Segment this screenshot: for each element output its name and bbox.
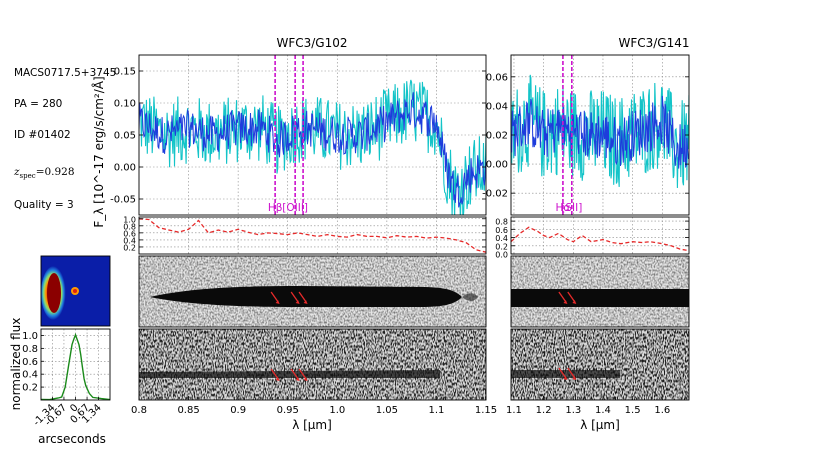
g102-emission-line-label: [OIII] (282, 202, 308, 214)
flux-axis-label: F_λ [10^-17 erg/s/cm²/Å] (91, 76, 106, 227)
g102-ytick-label: 0.05 (114, 131, 136, 142)
g141-spectrum-panel: Hα[SII] -0.02 0.00 0.02 0.04 0.06 (482, 54, 690, 216)
g102-2d-data-panel (138, 328, 487, 401)
lambda-tick-label: 1.6 (654, 405, 670, 416)
profile-y-axis-label: normalized flux (9, 318, 23, 411)
redshift: zspec=0.928 (13, 166, 75, 180)
g141-ytick-label: 0.06 (486, 72, 508, 83)
g141-title: WFC3/G141 (618, 36, 689, 50)
profile-ytick-label: 0.4 (22, 370, 38, 381)
spatial-profile-line (40, 332, 111, 401)
line-position-arrow (298, 368, 307, 380)
direct-image-thumbnail (40, 255, 111, 327)
g141-frame (510, 54, 690, 216)
line-position-arrow (567, 367, 576, 379)
lambda-tick-label: 1.3 (565, 405, 581, 416)
g141-contamination-line (511, 226, 689, 252)
g102-ytick-label: 0.15 (114, 67, 136, 78)
lambda-tick-label: 0.8 (131, 405, 147, 416)
c141-ytick-label: 0.4 (495, 234, 508, 243)
g141-ytick-label: -0.02 (482, 189, 508, 200)
g102-ytick-label: 0.00 (114, 163, 136, 174)
c141-ytick-label: 0.8 (495, 218, 508, 227)
g102-contamination-line (139, 218, 486, 253)
g102-2d-model-panel (138, 255, 487, 328)
lambda-tick-label: 1.1 (428, 405, 444, 416)
line-position-arrow (558, 291, 567, 303)
profile-x-axis-label: arcseconds (38, 432, 106, 446)
lambda-tick-label: 1.1 (506, 405, 522, 416)
lambda-tick-label: 1.0 (329, 405, 345, 416)
g141-emission-line-label: Hα (556, 202, 571, 214)
profile-ytick-label: 1.0 (22, 331, 38, 342)
c141-ytick-label: 0.2 (495, 242, 508, 251)
position-angle: PA = 280 (14, 98, 62, 110)
c141-ytick-label: 0.0 (495, 251, 508, 260)
lambda-tick-label: 0.85 (177, 405, 199, 416)
g141-contamination-panel: 0.00.20.40.60.8 (495, 216, 690, 260)
line-position-arrow (270, 291, 279, 303)
c102-ytick-label: 0.6 (123, 229, 136, 238)
spatial-profile-panel: 0.20.40.60.81.0-1.34-0.67 00.671.34 (22, 328, 111, 428)
line-position-arrow (270, 368, 279, 380)
g102-ytick-label: -0.05 (110, 195, 136, 206)
g102-frame (138, 54, 487, 216)
g102-ytick-label: 0.10 (114, 99, 136, 110)
quality-flag: Quality = 3 (14, 199, 74, 211)
g141-2d-data-panel (510, 328, 690, 401)
c102-ytick-label: 0.4 (123, 236, 136, 245)
g141-ytick-label: 0.04 (486, 101, 508, 112)
g102-flux-error-band (139, 79, 486, 215)
c102-ytick-label: 0.8 (123, 222, 136, 231)
line-position-arrow (298, 291, 307, 303)
g102-title: WFC3/G102 (276, 36, 347, 50)
profile-ytick-label: 0.8 (22, 344, 38, 355)
c102-ytick-label: 0.2 (123, 243, 136, 252)
g102-x-axis-label: λ [μm] (292, 418, 332, 432)
lambda-tick-label: 1.4 (595, 405, 611, 416)
lambda-tick-label: 1.5 (625, 405, 641, 416)
line-position-arrow (290, 368, 299, 380)
g141-x-axis-label: λ [μm] (580, 418, 620, 432)
c102-ytick-label: 1.0 (123, 215, 136, 224)
lambda-tick-label: 1.15 (475, 405, 497, 416)
g141-2d-model-panel (510, 255, 690, 328)
object-id: ID #01402 (14, 129, 71, 141)
g141-ytick-label: 0.02 (486, 131, 508, 142)
lambda-tick-label: 1.2 (536, 405, 552, 416)
line-position-arrow (558, 367, 567, 379)
g141-emission-line-label: [SII] (561, 202, 582, 214)
line-position-arrow (290, 291, 299, 303)
c141-ytick-label: 0.6 (495, 226, 508, 235)
g102-flux-line (139, 92, 486, 208)
lambda-tick-label: 0.95 (277, 405, 299, 416)
object-name: MACS0717.5+3745 (14, 67, 116, 79)
line-position-arrow (567, 291, 576, 303)
lambda-tick-label: 0.9 (230, 405, 246, 416)
profile-ytick-label: 0.6 (22, 357, 38, 368)
lambda-tick-label: 1.05 (376, 405, 398, 416)
g141-flux-line (511, 95, 689, 169)
g102-spectrum-panel: Hβ [OIII] -0.05 0.00 0.05 0.10 0.15 (110, 54, 487, 216)
g102-emission-line-label: Hβ (268, 202, 283, 214)
profile-ytick-label: 0.2 (22, 383, 38, 394)
g141-ytick-label: 0.00 (486, 160, 508, 171)
g102-contamination-panel: 0.20.40.60.81.0 (123, 215, 487, 255)
